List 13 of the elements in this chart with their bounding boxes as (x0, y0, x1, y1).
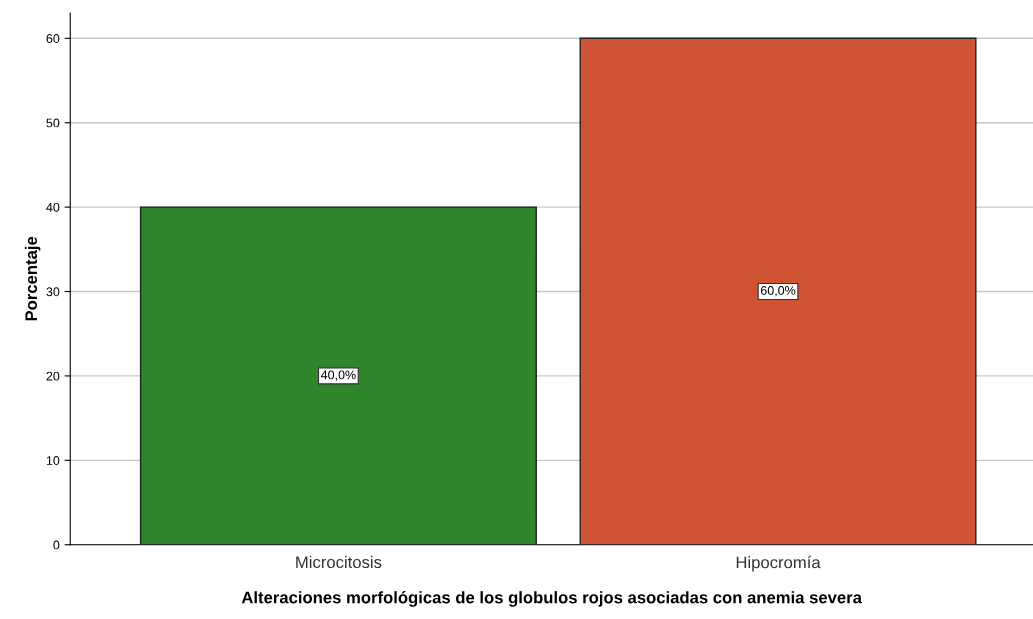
x-tick-label: Hipocromía (736, 555, 821, 572)
y-tick-label: 40 (46, 202, 60, 212)
y-tick-label: 60 (46, 34, 60, 43)
y-tick-label: 50 (46, 118, 60, 128)
x-axis-title: Alteraciones morfológicas de los globulos rojos asociadas con anemia severa (241, 591, 863, 607)
y-tick-label: 20 (46, 371, 60, 381)
x-tick-label: Microcitosis (296, 555, 382, 569)
data-label: 60,0% (760, 286, 796, 297)
y-axis-title: Porcentaje (24, 236, 41, 321)
y-tick-label: 10 (46, 456, 60, 465)
y-tick-label: 30 (46, 287, 60, 297)
y-tick-label: 0 (53, 540, 60, 550)
data-label: 40,0% (320, 370, 356, 381)
